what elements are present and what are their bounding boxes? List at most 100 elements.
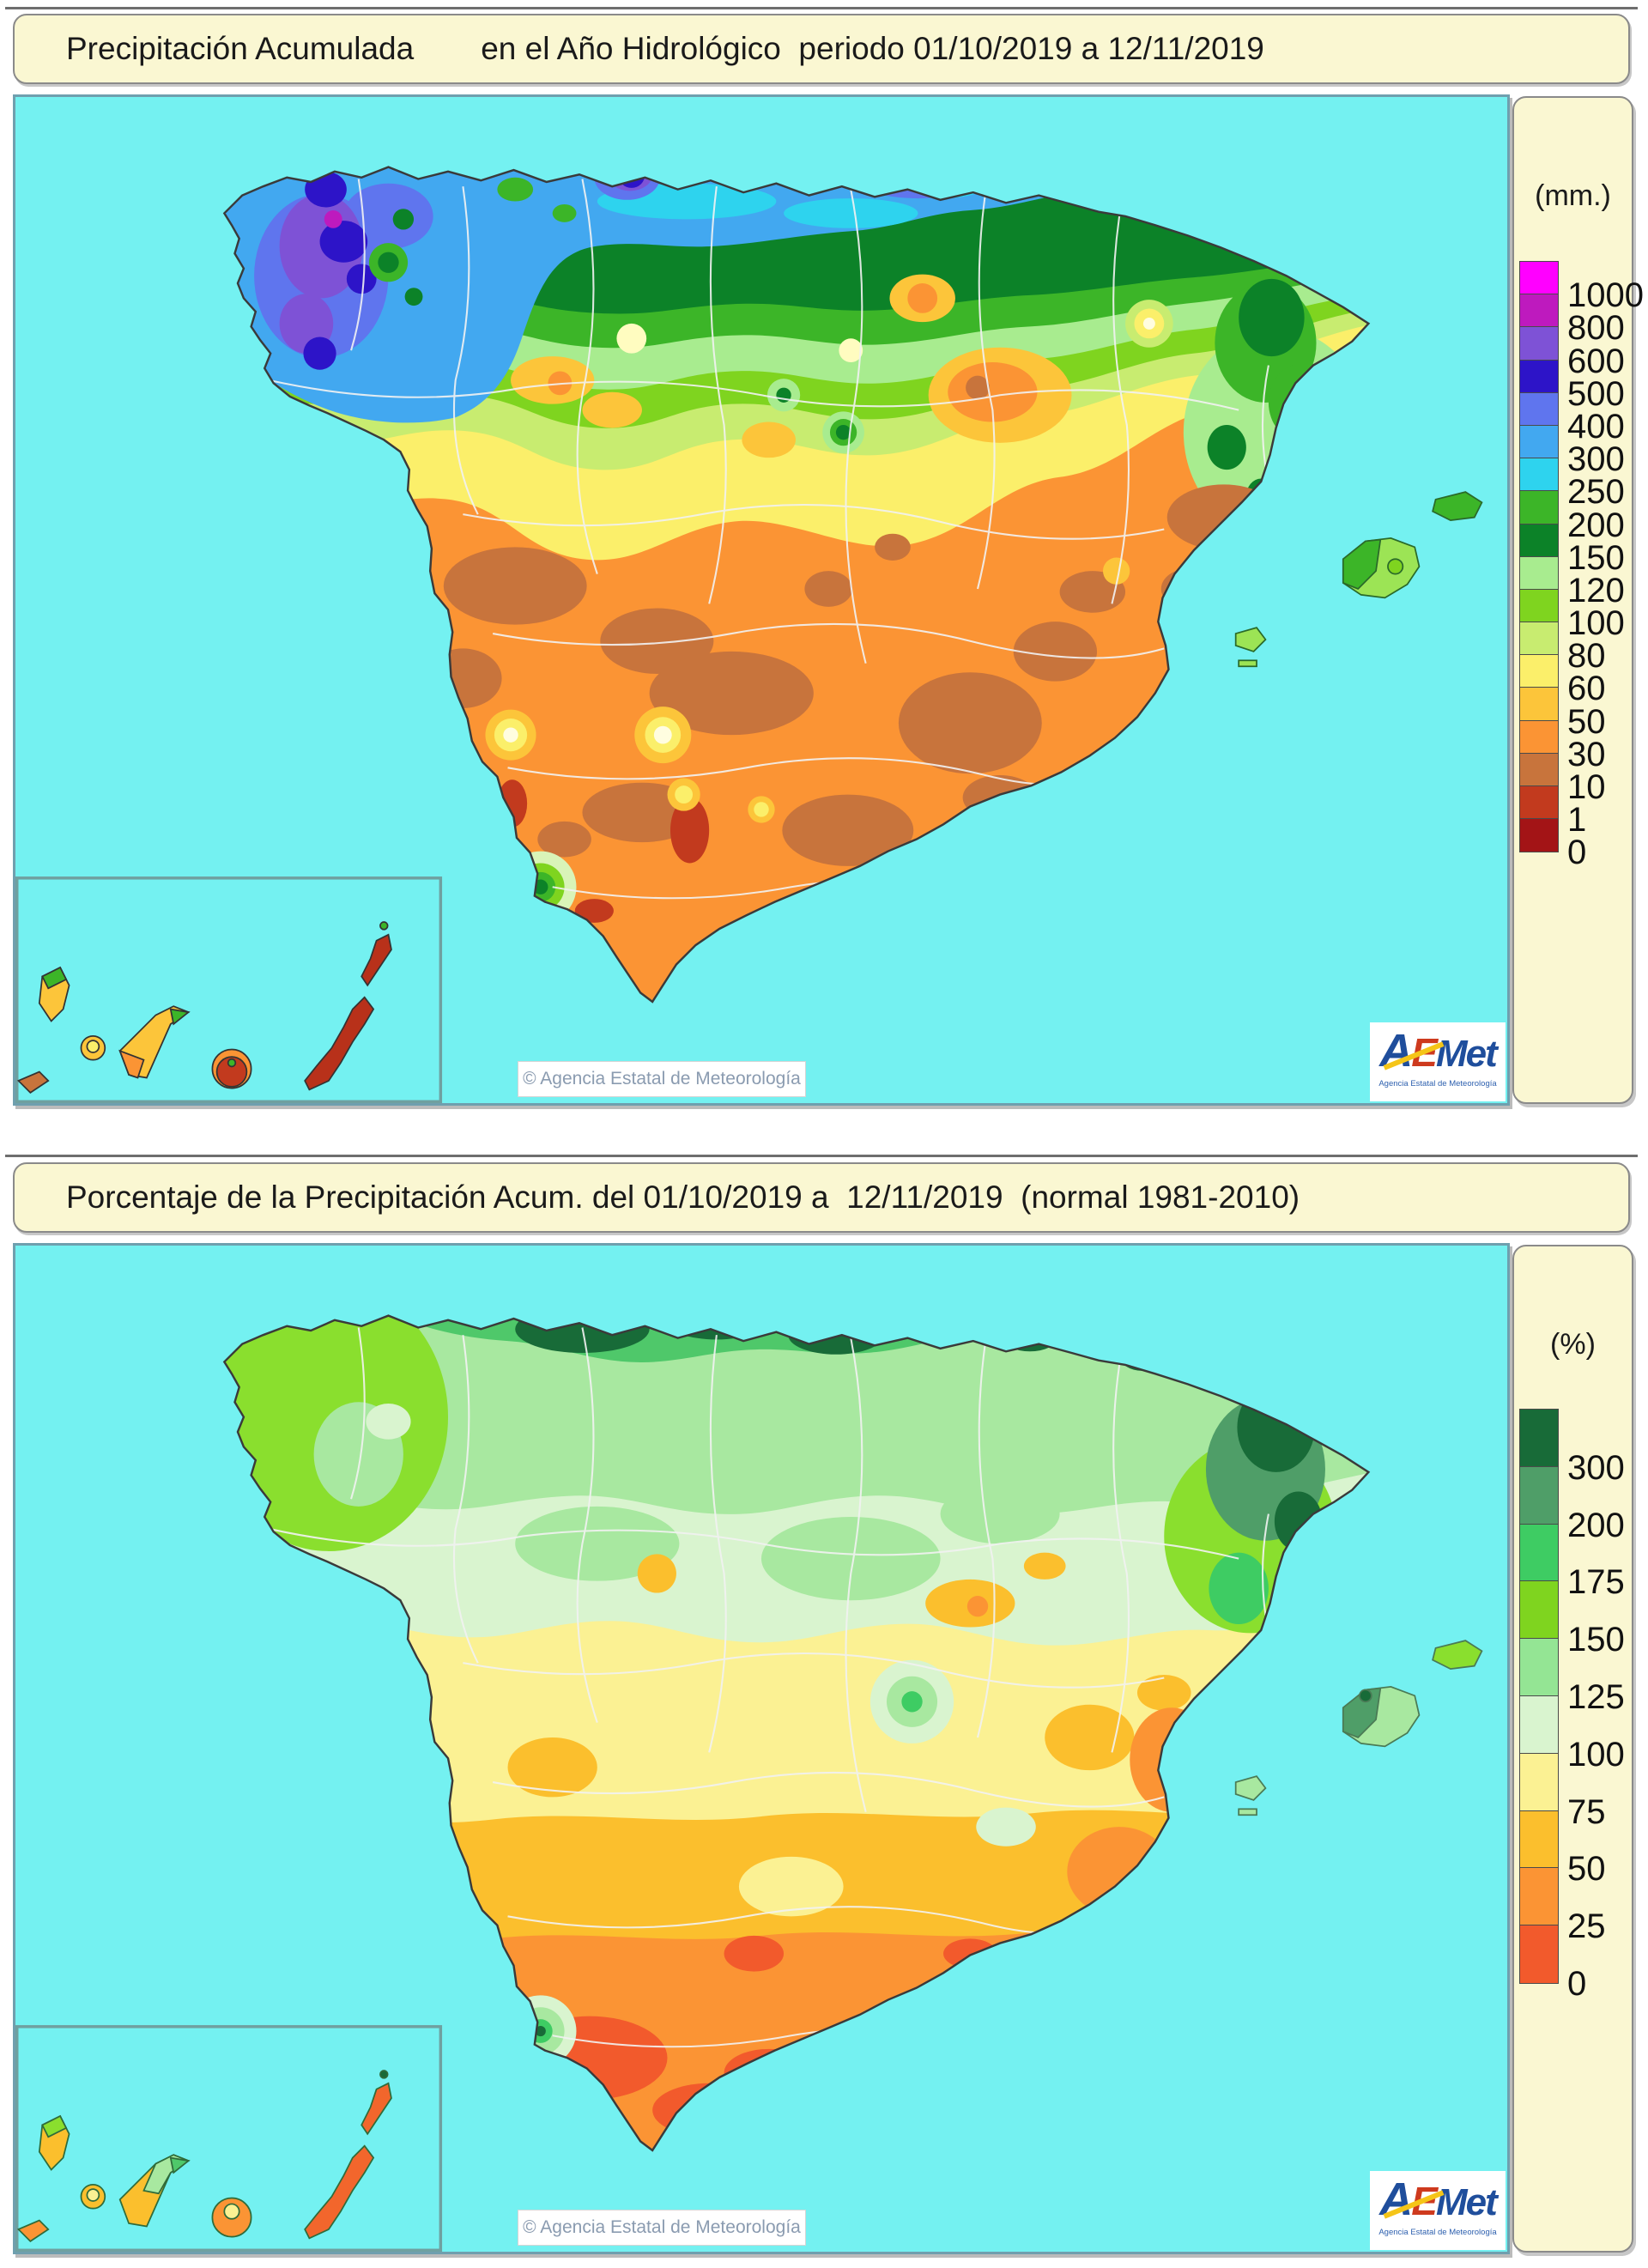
legend-swatch (1519, 523, 1559, 558)
aemet-logo-caption: Agencia Estatal de Meteorología (1378, 2228, 1497, 2237)
legend-value: 50 (1567, 702, 1606, 741)
legend-swatch (1519, 1810, 1559, 1870)
legend-value: 60 (1567, 670, 1606, 708)
map1-title-bar: Precipitación Acumulada en el Año Hidrol… (13, 14, 1630, 84)
legend-value: 800 (1567, 309, 1625, 348)
legend-entry: 600 (1519, 326, 1625, 378)
legend-swatch (1519, 752, 1559, 787)
legend-entry: 250 (1519, 458, 1625, 509)
map1-title-left: Precipitación Acumulada (66, 31, 415, 66)
legend-value: 100 (1567, 603, 1625, 642)
legend-entry: 75 (1519, 1752, 1606, 1828)
percentage-map: © Agencia Estatal de Meteorología AEMet … (13, 1243, 1510, 2254)
legend-swatch (1519, 326, 1559, 361)
map1-title-right: en el Año Hidrológico periodo 01/10/2019… (481, 31, 1264, 66)
map2-legend: (%) 300 200 175 150 125 100 75 50 25 0 (1512, 1245, 1633, 2253)
legend-swatch (1519, 785, 1559, 821)
legend-entry: 400 (1519, 391, 1625, 444)
map1-legend: (mm.) 1000 800 600 500 400 300 250 200 1… (1512, 96, 1644, 1104)
legend-swatch (1519, 719, 1559, 755)
legend-entry: 30 (1519, 719, 1606, 772)
legend-value: 200 (1567, 506, 1625, 544)
percentage-map-svg (15, 1314, 1483, 2252)
legend-swatch (1519, 1580, 1559, 1640)
legend-swatch (1519, 1752, 1559, 1812)
legend-swatch (1519, 1465, 1559, 1525)
legend-value: 10 (1567, 767, 1606, 806)
aemet-logo: AEMet Agencia Estatal de Meteorología (1370, 2171, 1506, 2250)
legend-value: 600 (1567, 342, 1625, 380)
legend-value: 1000 (1567, 276, 1644, 314)
legend-swatch (1519, 1867, 1559, 1927)
legend-entry: 10 (1519, 752, 1606, 804)
legend-swatch (1519, 294, 1559, 329)
legend-swatch (1519, 1695, 1559, 1755)
legend-entry: 800 (1519, 294, 1625, 345)
legend-value: 50 (1567, 1850, 1606, 1889)
legend-swatch (1519, 687, 1559, 722)
legend-value: 300 (1567, 1448, 1625, 1487)
aemet-logo: AEMet Agencia Estatal de Meteorología (1370, 1022, 1506, 1101)
legend-entry: 60 (1519, 654, 1606, 706)
map2-legend-scale: 300 200 175 150 125 100 75 50 25 0 (1519, 1409, 1625, 2001)
map2-title: Porcentaje de la Precipitación Acum. del… (66, 1179, 1300, 1215)
legend-value: 0 (1567, 1964, 1587, 2003)
legend-value: 300 (1567, 440, 1625, 478)
legend-value: 175 (1567, 1563, 1625, 1602)
legend-entry: 50 (1519, 687, 1606, 738)
legend-entry: 150 (1519, 523, 1625, 574)
legend-entry: 300 (1519, 1409, 1625, 1485)
legend-swatch (1519, 359, 1559, 394)
legend-swatch (1519, 1638, 1559, 1697)
legend-entry: 150 (1519, 1580, 1625, 1657)
legend-swatch (1519, 1523, 1559, 1583)
precipitation-map-svg (15, 166, 1483, 1103)
legend-entry: 100 (1519, 1695, 1625, 1772)
legend-entry: 125 (1519, 1638, 1625, 1714)
legend-swatch (1519, 490, 1559, 525)
map2-title-bar: Porcentaje de la Precipitación Acum. del… (13, 1162, 1630, 1233)
legend-swatch (1519, 555, 1559, 591)
legend-swatch (1519, 391, 1559, 427)
legend-swatch (1519, 1409, 1559, 1468)
legend-entry: 120 (1519, 555, 1625, 608)
legend-entry: 300 (1519, 424, 1625, 476)
legend-entry: 1000 (1519, 261, 1644, 312)
legend-entry: 25 (1519, 1867, 1606, 1944)
legend-entry: 0 (1519, 818, 1586, 870)
aemet-logo-caption: Agencia Estatal de Meteorología (1378, 1079, 1497, 1089)
legend-entry: 1 (1519, 785, 1586, 837)
map1-legend-unit: (mm.) (1535, 179, 1611, 212)
legend-swatch (1519, 458, 1559, 493)
precipitation-map: © Agencia Estatal de Meteorología AEMet … (13, 94, 1510, 1106)
canary-inset (15, 876, 443, 1103)
mid-rule (5, 1155, 1638, 1157)
legend-value: 400 (1567, 407, 1625, 446)
legend-entry: 80 (1519, 622, 1606, 673)
legend-value: 1 (1567, 800, 1587, 839)
legend-entry: 175 (1519, 1523, 1625, 1599)
legend-entry: 50 (1519, 1810, 1606, 1886)
legend-entry: 200 (1519, 490, 1625, 542)
legend-value: 200 (1567, 1506, 1625, 1544)
aemet-logo-met: Met (1435, 1033, 1498, 1075)
legend-value: 75 (1567, 1792, 1606, 1831)
legend-value: 150 (1567, 1620, 1625, 1659)
legend-entry: 500 (1519, 359, 1625, 411)
legend-value: 250 (1567, 473, 1625, 512)
legend-swatch (1519, 261, 1559, 296)
map2-legend-unit: (%) (1550, 1328, 1596, 1361)
legend-value: 120 (1567, 571, 1625, 609)
legend-value: 150 (1567, 538, 1625, 577)
legend-value: 30 (1567, 735, 1606, 773)
legend-swatch (1519, 1925, 1559, 1984)
aemet-logo-met: Met (1435, 2181, 1498, 2223)
legend-entry: 200 (1519, 1465, 1625, 1542)
legend-entry: 100 (1519, 588, 1625, 640)
legend-value: 0 (1567, 834, 1587, 872)
legend-swatch (1519, 588, 1559, 624)
legend-swatch (1519, 818, 1559, 853)
legend-entry: 0 (1519, 1925, 1586, 2001)
map1-attribution: © Agencia Estatal de Meteorología (518, 1061, 806, 1097)
